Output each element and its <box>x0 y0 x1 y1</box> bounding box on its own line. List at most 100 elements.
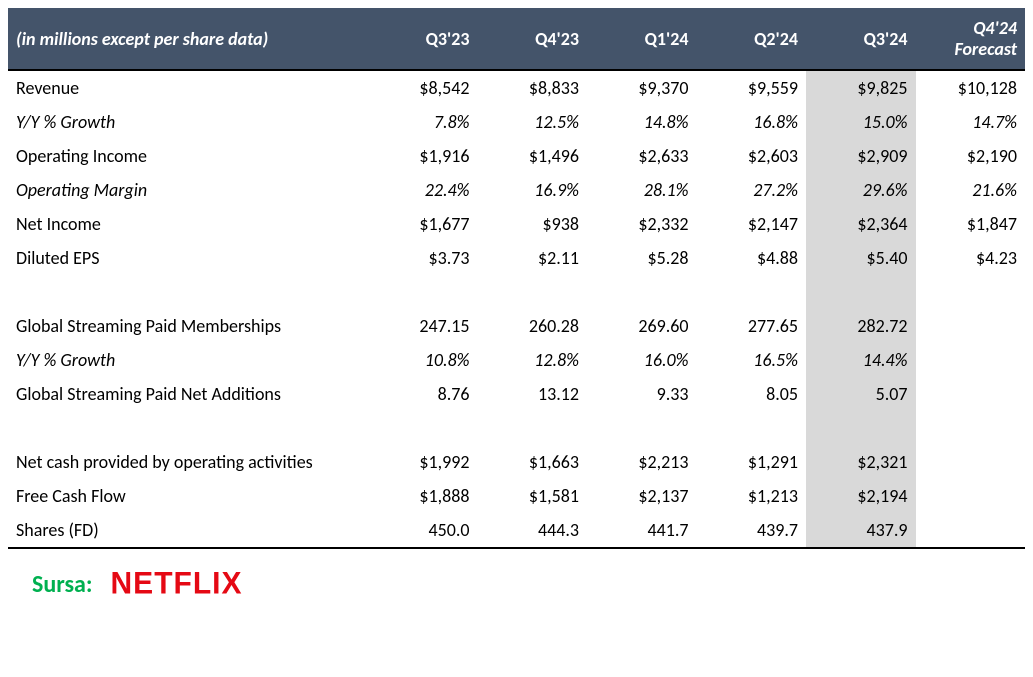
cell: $1,581 <box>478 479 588 513</box>
cell: 12.5% <box>478 105 588 139</box>
cell: 16.9% <box>478 173 588 207</box>
cell <box>916 479 1026 513</box>
cell <box>916 309 1026 343</box>
table-row: Global Streaming Paid Net Additions8.761… <box>8 377 1025 411</box>
row-label <box>8 411 368 445</box>
cell <box>697 411 807 445</box>
cell: 7.8% <box>368 105 478 139</box>
cell <box>916 513 1026 548</box>
table-row: Net cash provided by operating activitie… <box>8 445 1025 479</box>
cell: $1,291 <box>697 445 807 479</box>
table-row: Diluted EPS$3.73$2.11$5.28$4.88$5.40$4.2… <box>8 241 1025 275</box>
row-label: Shares (FD) <box>8 513 368 548</box>
row-label: Operating Income <box>8 139 368 173</box>
col-header: Q4'23 <box>478 8 588 70</box>
cell: 12.8% <box>478 343 588 377</box>
cell: $2,190 <box>916 139 1026 173</box>
cell: $2,909 <box>806 139 916 173</box>
cell: 282.72 <box>806 309 916 343</box>
cell: 28.1% <box>587 173 697 207</box>
cell: $2,194 <box>806 479 916 513</box>
col-header: Q2'24 <box>697 8 807 70</box>
cell: $1,677 <box>368 207 478 241</box>
cell: 8.05 <box>697 377 807 411</box>
table-row: Operating Income$1,916$1,496$2,633$2,603… <box>8 139 1025 173</box>
row-label: Global Streaming Paid Memberships <box>8 309 368 343</box>
netflix-logo: NETFLIX <box>111 567 243 603</box>
col-header: Q1'24 <box>587 8 697 70</box>
financials-table: (in millions except per share data) Q3'2… <box>8 8 1025 549</box>
row-label: Global Streaming Paid Net Additions <box>8 377 368 411</box>
forecast-line1: Q4'24 <box>973 17 1017 39</box>
cell <box>806 275 916 309</box>
cell: $2,321 <box>806 445 916 479</box>
cell: $4.23 <box>916 241 1026 275</box>
table-header: (in millions except per share data) Q3'2… <box>8 8 1025 70</box>
cell: 439.7 <box>697 513 807 548</box>
cell <box>916 411 1026 445</box>
col-header-forecast: Q4'24 Forecast <box>916 8 1026 70</box>
cell: 437.9 <box>806 513 916 548</box>
spacer-row <box>8 275 1025 309</box>
table-row: Revenue$8,542$8,833$9,370$9,559$9,825$10… <box>8 70 1025 105</box>
table-row: Y/Y % Growth7.8%12.5%14.8%16.8%15.0%14.7… <box>8 105 1025 139</box>
cell: $938 <box>478 207 588 241</box>
source-line: Sursa: NETFLIX <box>8 549 1025 601</box>
cell: 29.6% <box>806 173 916 207</box>
row-label: Net Income <box>8 207 368 241</box>
col-header: Q3'23 <box>368 8 478 70</box>
cell: $10,128 <box>916 70 1026 105</box>
cell: 269.60 <box>587 309 697 343</box>
cell: $9,825 <box>806 70 916 105</box>
cell: $2,137 <box>587 479 697 513</box>
table-row: Global Streaming Paid Memberships247.152… <box>8 309 1025 343</box>
row-label: Net cash provided by operating activitie… <box>8 445 368 479</box>
row-label: Operating Margin <box>8 173 368 207</box>
cell: 14.8% <box>587 105 697 139</box>
cell <box>916 377 1026 411</box>
table-row: Y/Y % Growth10.8%12.8%16.0%16.5%14.4% <box>8 343 1025 377</box>
cell: 441.7 <box>587 513 697 548</box>
cell: $1,847 <box>916 207 1026 241</box>
cell: $2,603 <box>697 139 807 173</box>
row-label: Revenue <box>8 70 368 105</box>
cell: $2,332 <box>587 207 697 241</box>
cell: 247.15 <box>368 309 478 343</box>
cell: $4.88 <box>697 241 807 275</box>
table-row: Net Income$1,677$938$2,332$2,147$2,364$1… <box>8 207 1025 241</box>
cell <box>916 343 1026 377</box>
cell <box>478 411 588 445</box>
cell: 13.12 <box>478 377 588 411</box>
cell: $2,633 <box>587 139 697 173</box>
row-label <box>8 275 368 309</box>
cell: $1,663 <box>478 445 588 479</box>
cell: $1,213 <box>697 479 807 513</box>
cell: 260.28 <box>478 309 588 343</box>
cell: 21.6% <box>916 173 1026 207</box>
row-label: Free Cash Flow <box>8 479 368 513</box>
table-row: Free Cash Flow$1,888$1,581$2,137$1,213$2… <box>8 479 1025 513</box>
cell: $2.11 <box>478 241 588 275</box>
cell <box>916 445 1026 479</box>
spacer-row <box>8 411 1025 445</box>
table-body: Revenue$8,542$8,833$9,370$9,559$9,825$10… <box>8 70 1025 548</box>
cell: 27.2% <box>697 173 807 207</box>
row-label: Y/Y % Growth <box>8 105 368 139</box>
cell <box>587 411 697 445</box>
cell: $3.73 <box>368 241 478 275</box>
cell <box>587 275 697 309</box>
row-label: Y/Y % Growth <box>8 343 368 377</box>
cell: $8,833 <box>478 70 588 105</box>
cell: $9,370 <box>587 70 697 105</box>
cell: 5.07 <box>806 377 916 411</box>
row-label-header: (in millions except per share data) <box>8 8 368 70</box>
cell: $2,364 <box>806 207 916 241</box>
cell: 277.65 <box>697 309 807 343</box>
cell: $2,147 <box>697 207 807 241</box>
cell: $5.28 <box>587 241 697 275</box>
table-row: Shares (FD)450.0444.3441.7439.7437.9 <box>8 513 1025 548</box>
cell: $1,496 <box>478 139 588 173</box>
cell <box>916 275 1026 309</box>
cell: $5.40 <box>806 241 916 275</box>
cell: 14.4% <box>806 343 916 377</box>
